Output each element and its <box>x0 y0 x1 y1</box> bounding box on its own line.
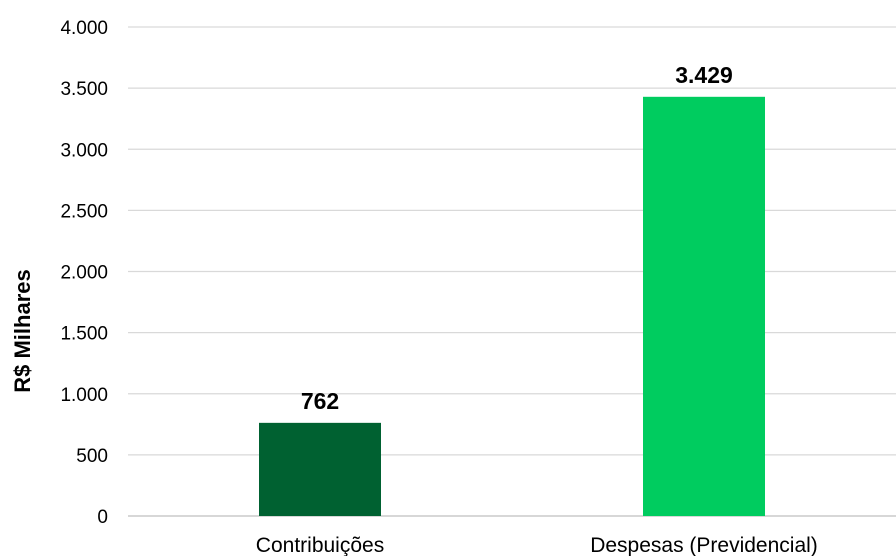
x-category-label: Contribuições <box>256 534 384 556</box>
bars <box>259 96 765 516</box>
x-category-labels: Contribuições Despesas (Previdencial) <box>256 534 818 556</box>
y-tick-label: 2.000 <box>60 263 108 284</box>
bar <box>259 422 381 516</box>
data-label: 3.429 <box>675 62 733 88</box>
y-tick-label: 0 <box>97 507 108 528</box>
y-tick-label: 4.000 <box>60 18 108 39</box>
data-label: 762 <box>301 388 339 414</box>
x-category-label: Despesas (Previdencial) <box>590 534 818 556</box>
y-tick-labels: 0 500 1.000 1.500 2.000 2.500 3.000 3.500 4.000 <box>60 18 108 528</box>
data-labels: 762 3.429 <box>301 62 733 414</box>
y-tick-label: 1.500 <box>60 324 108 345</box>
y-tick-label: 3.000 <box>60 140 108 161</box>
y-axis-label: R$ Milhares <box>10 269 35 393</box>
bar <box>643 96 765 516</box>
y-tick-label: 2.500 <box>60 201 108 222</box>
y-tick-label: 3.500 <box>60 79 108 100</box>
gridlines <box>128 26 896 517</box>
y-tick-label: 1.000 <box>60 385 108 406</box>
y-tick-label: 500 <box>76 446 108 467</box>
